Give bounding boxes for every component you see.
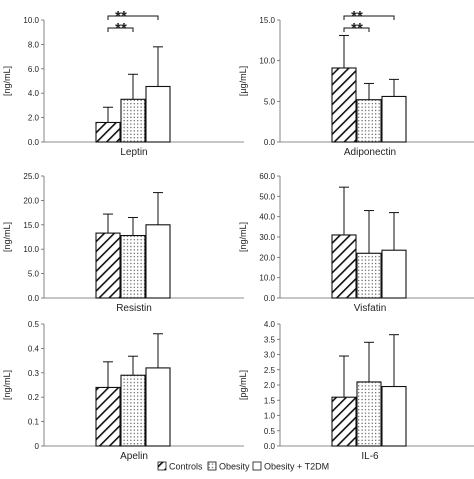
adiponectin-bar-obesity [356,99,382,143]
adiponectin-y-tick-label: 5.0 [264,97,276,106]
leptin-y-tick-label: 4.0 [28,89,40,98]
resistin-y-tick-label: 5.0 [28,270,40,279]
il-6-y-tick-label: 2.5 [264,366,276,375]
leptin-bar-controls [95,121,121,143]
il-6-y-label: [pg/mL] [238,370,248,400]
resistin-x-label: Resistin [116,303,152,314]
visfatin-y-tick-label: 60.0 [259,172,275,181]
adiponectin-significance-label: ** [351,8,363,25]
adiponectin-significance-label: ** [351,20,363,37]
visfatin-y-tick-label: 0.0 [264,294,276,303]
visfatin-y-tick-label: 40.0 [259,213,275,222]
visfatin-bar-controls [331,234,357,299]
adiponectin-y-tick-label: 15.0 [259,16,275,25]
apelin-bar-obesity [120,374,146,447]
il-6-y-tick-label: 0.5 [264,427,276,436]
panel-il-6: 0.0 0.5 1.0 1.5 2.0 2.5 3.0 3.5 4.0 [pg/mL] IL-6 [238,320,474,462]
apelin-y-tick-label: 0.4 [28,344,40,353]
il-6-y-tick-label: 3.5 [264,335,276,344]
visfatin-x-label: Visfatin [354,303,387,314]
il-6-y-tick-label: 1.0 [264,412,276,421]
resistin-y-tick-label: 10.0 [23,245,39,254]
resistin-bar-controls [95,232,121,299]
il-6-y-tick-label: 1.5 [264,396,276,405]
resistin-y-tick-label: 15.0 [23,221,39,230]
chart-panels: 0.02.04.06.08.010.0[ng/mL]Leptin****0.05… [2,8,474,462]
adiponectin-bar-controls [331,67,357,143]
resistin-y-label: [ng/mL] [2,222,12,252]
adiponectin-x-label: Adiponectin [344,147,396,158]
leptin-x-label: Leptin [120,147,147,158]
visfatin-y-tick-label: 20.0 [259,253,275,262]
visfatin-y-label: [ng/mL] [238,222,248,252]
adiponectin-bar-obesity-t2dm [381,95,407,143]
panel-resistin: 0.0 5.0 10.0 15.0 20.0 25.0 [ng/mL] Resistin [2,172,244,314]
adiponectin-significance-bracket [343,27,370,32]
il-6-y-tick-label: 3.0 [264,351,276,360]
leptin-significance-bracket [107,15,159,20]
il-6-bar-obesity [356,381,382,447]
apelin-bar-obesity-t2dm [145,367,171,447]
leptin-bar-obesity [120,98,146,143]
visfatin-y-tick-label: 30.0 [259,233,275,242]
legend-swatch-controls [157,461,167,471]
il-6-y-tick-label: 4.0 [264,320,276,329]
panel-leptin: 0.0 2.0 4.0 6.0 8.0 10.0 [ng/mL] Leptin **** [2,8,244,158]
apelin-y-tick-label: 0.3 [28,369,40,378]
resistin-bar-obesity [120,234,146,299]
visfatin-bar-obesity [356,252,382,299]
leptin-y-tick-label: 2.0 [28,114,40,123]
resistin-bar-obesity-t2dm [145,224,171,299]
visfatin-bar-obesity-t2dm [381,249,407,299]
adiponectin-y-label: [µg/mL] [238,66,248,96]
legend-label-obesity: Obesity [219,462,250,472]
panel-adiponectin: 0.0 5.0 10.0 15.0 [µg/mL] Adiponectin **** [238,8,474,158]
resistin-y-tick-label: 20.0 [23,196,39,205]
apelin-x-label: Apelin [120,451,148,462]
legend-swatch-obesity [207,461,217,471]
apelin-y-tick-label: 0.2 [28,393,40,402]
adiponectin-significance-bracket [343,15,395,20]
leptin-significance-label: ** [115,20,127,37]
visfatin-y-tick-label: 10.0 [259,274,275,283]
adiponectin-y-tick-label: 0.0 [264,138,276,147]
legend-label-controls: Controls [169,462,203,472]
apelin-bar-controls [95,386,121,447]
apelin-y-tick-label: 0 [35,442,40,451]
il-6-y-tick-label: 2.0 [264,381,276,390]
leptin-y-label: [ng/mL] [2,66,12,96]
resistin-y-tick-label: 25.0 [23,172,39,181]
legend-label-obesity-t2dm: Obesity + T2DM [264,462,329,472]
resistin-y-tick-label: 0.0 [28,294,40,303]
il-6-x-label: IL-6 [361,451,379,462]
leptin-y-tick-label: 0.0 [28,138,40,147]
leptin-significance-label: ** [115,8,127,25]
leptin-y-tick-label: 8.0 [28,40,40,49]
panel-apelin: 0 0.1 0.2 0.3 0.4 0.5 [ng/mL] Apelin [2,320,244,462]
il-6-bar-obesity-t2dm [381,385,407,447]
apelin-y-tick-label: 0.5 [28,320,40,329]
leptin-significance-bracket [107,27,134,32]
panel-visfatin: 0.0 10.0 20.0 30.0 40.0 50.0 60.0 [ng/mL] Visfat… [238,172,474,314]
leptin-y-tick-label: 10.0 [23,16,39,25]
visfatin-y-tick-label: 50.0 [259,192,275,201]
legend: Controls Obesity Obesity + T2DM [157,461,329,472]
il-6-bar-controls [331,396,357,447]
adiponectin-y-tick-label: 10.0 [259,57,275,66]
leptin-bar-obesity-t2dm [145,85,171,143]
apelin-y-tick-label: 0.1 [28,418,40,427]
il-6-y-tick-label: 0.0 [264,442,276,451]
leptin-y-tick-label: 6.0 [28,65,40,74]
legend-swatch-obesity-t2dm [252,461,262,471]
apelin-y-label: [ng/mL] [2,370,12,400]
